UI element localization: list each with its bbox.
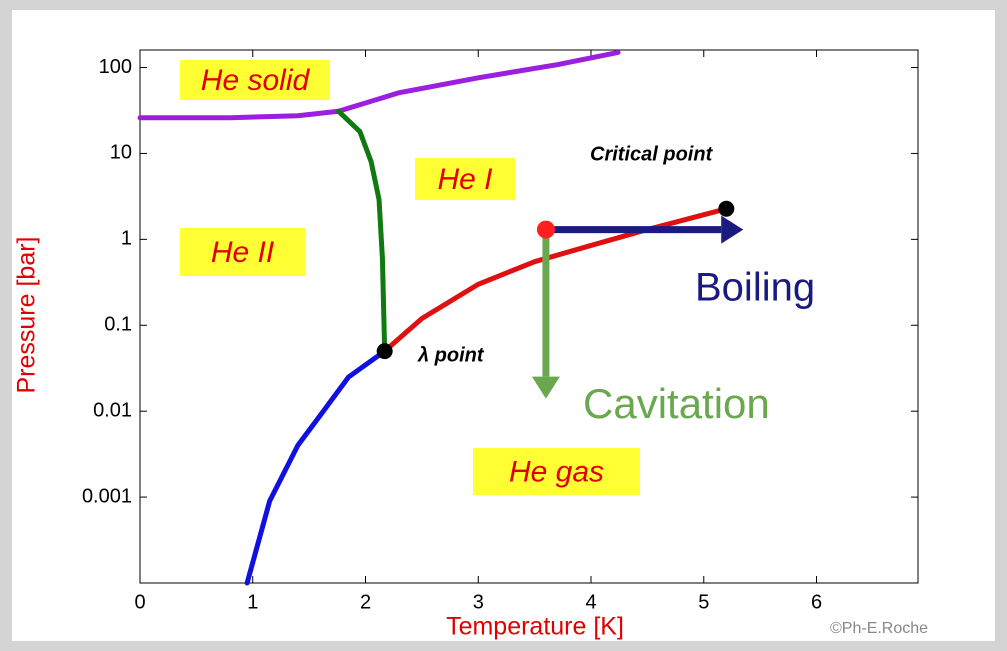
- phase-line: [137, 49, 621, 121]
- x-tick-label: 2: [360, 591, 371, 613]
- x-tick-label: 0: [134, 591, 145, 613]
- plot-box: [139, 49, 919, 584]
- region-label-bg: [415, 158, 515, 200]
- y-tick-label: 0.1: [104, 314, 132, 336]
- arrow-head: [531, 376, 560, 399]
- credit: ©Ph-E.Roche: [830, 620, 928, 637]
- y-tick-label: 0.01: [93, 399, 132, 421]
- region-label-bg: [473, 448, 640, 495]
- arrow-head: [721, 215, 744, 244]
- x-tick-label: 6: [811, 591, 822, 613]
- y-tick-label: 100: [99, 56, 132, 78]
- x-tick-label: 3: [473, 591, 484, 613]
- y-tick-label: 0.001: [82, 485, 132, 507]
- x-axis-label: Temperature [K]: [446, 613, 624, 641]
- x-tick-label: 5: [698, 591, 709, 613]
- state-point: [536, 220, 555, 239]
- phase-line: [335, 108, 388, 354]
- panel: [12, 10, 995, 641]
- region-label: He gas: [509, 455, 604, 488]
- x-tick-label: 4: [585, 591, 596, 613]
- region-label-bg: [180, 60, 330, 100]
- critical-point: [718, 200, 735, 217]
- arrow-label: Cavitation: [583, 380, 770, 427]
- region-label-bg: [180, 228, 305, 276]
- lambda-point-label: λ point: [417, 344, 485, 366]
- y-axis-label: Pressure [bar]: [13, 236, 41, 393]
- phase-line: [244, 348, 388, 586]
- region-label: He solid: [201, 64, 311, 97]
- y-tick-label: 1: [121, 228, 132, 250]
- arrow-label: Boiling: [695, 266, 815, 310]
- x-tick-label: 1: [247, 591, 258, 613]
- y-tick-label: 10: [110, 142, 132, 164]
- region-label: He I: [437, 163, 492, 196]
- region-label: He II: [211, 236, 274, 269]
- lambda-point: [376, 343, 393, 360]
- critical-point-label: Critical point: [590, 143, 714, 165]
